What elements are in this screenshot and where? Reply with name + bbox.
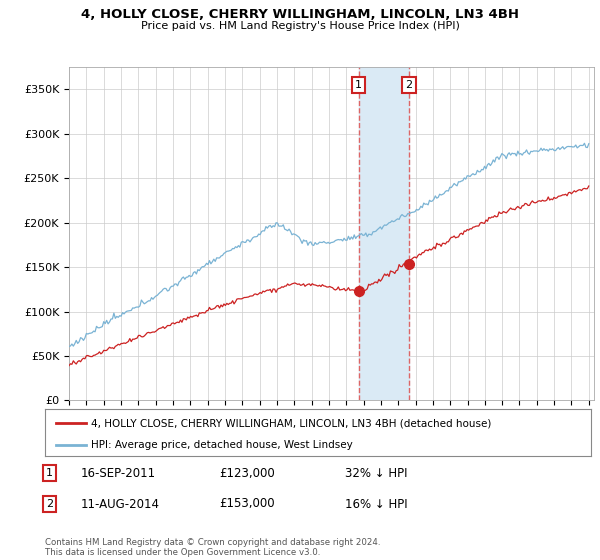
Text: Contains HM Land Registry data © Crown copyright and database right 2024.
This d: Contains HM Land Registry data © Crown c… bbox=[45, 538, 380, 557]
Text: 4, HOLLY CLOSE, CHERRY WILLINGHAM, LINCOLN, LN3 4BH (detached house): 4, HOLLY CLOSE, CHERRY WILLINGHAM, LINCO… bbox=[91, 418, 492, 428]
Text: 11-AUG-2014: 11-AUG-2014 bbox=[81, 497, 160, 511]
Text: 32% ↓ HPI: 32% ↓ HPI bbox=[345, 466, 407, 480]
Text: 1: 1 bbox=[355, 80, 362, 90]
Text: £153,000: £153,000 bbox=[219, 497, 275, 511]
Text: 2: 2 bbox=[46, 499, 53, 509]
Text: 2: 2 bbox=[405, 80, 412, 90]
Bar bbox=[359, 67, 409, 400]
Text: 16-SEP-2011: 16-SEP-2011 bbox=[81, 466, 156, 480]
Text: 1: 1 bbox=[46, 468, 53, 478]
Text: Price paid vs. HM Land Registry's House Price Index (HPI): Price paid vs. HM Land Registry's House … bbox=[140, 21, 460, 31]
Text: HPI: Average price, detached house, West Lindsey: HPI: Average price, detached house, West… bbox=[91, 440, 353, 450]
Text: £123,000: £123,000 bbox=[219, 466, 275, 480]
Text: 16% ↓ HPI: 16% ↓ HPI bbox=[345, 497, 407, 511]
Text: 4, HOLLY CLOSE, CHERRY WILLINGHAM, LINCOLN, LN3 4BH: 4, HOLLY CLOSE, CHERRY WILLINGHAM, LINCO… bbox=[81, 8, 519, 21]
